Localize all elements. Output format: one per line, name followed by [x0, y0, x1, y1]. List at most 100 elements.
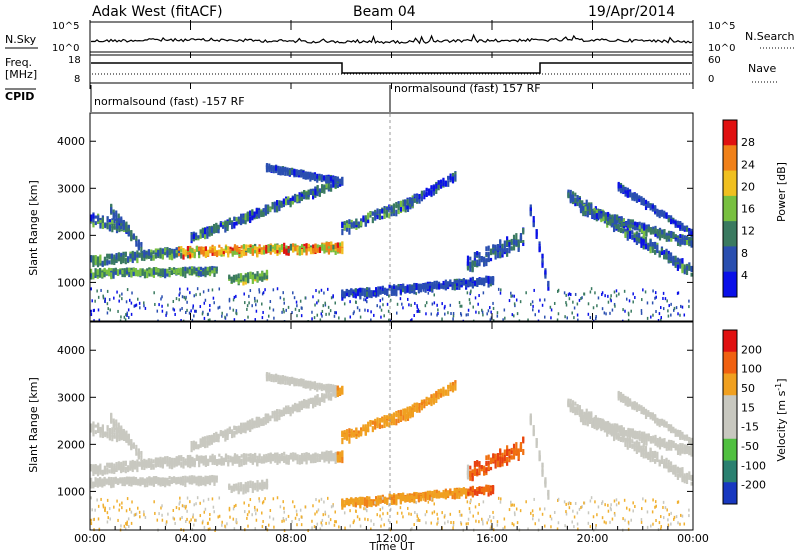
velocity-echo-cell [120, 468, 123, 474]
power-echo-cell [458, 283, 461, 290]
power-echo-cell [617, 182, 620, 189]
velocity-echo-cell [291, 405, 294, 410]
power-speckle [355, 300, 357, 304]
power-speckle [167, 303, 169, 307]
power-speckle [186, 300, 188, 304]
power-echo-cell [638, 195, 641, 199]
power-echo-cell [282, 198, 285, 204]
power-echo-cell [343, 294, 346, 299]
power-echo-cell [643, 223, 646, 231]
velocity-echo-cell [173, 478, 176, 483]
power-echo-cell [170, 270, 173, 276]
power-speckle [256, 299, 259, 303]
velocity-echo-cell [402, 411, 405, 416]
velocity-echo-cell [332, 456, 335, 462]
power-echo-cell [208, 266, 212, 273]
power-echo-cell [411, 285, 414, 291]
power-echo-cell [179, 270, 182, 277]
velocity-echo-cell [444, 389, 447, 396]
velocity-echo-cell [103, 465, 107, 472]
power-echo-cell [321, 184, 324, 188]
velocity-echo-cell [283, 451, 286, 456]
power-echo-cell [506, 250, 509, 257]
power-echo-cell [227, 250, 230, 258]
power-echo-cell [656, 245, 659, 253]
power-echo-cell [240, 213, 243, 218]
power-echo-cell [640, 241, 643, 248]
power-speckle [627, 318, 630, 322]
velocity-echo-cell [128, 480, 131, 487]
velocity-echo-cell [134, 479, 138, 486]
power-echo-cell [233, 216, 236, 221]
power-speckle [179, 308, 182, 312]
power-speckle [211, 288, 214, 292]
velocity-echo-cell [136, 463, 139, 469]
velocity-echo-cell [367, 421, 370, 426]
power-echo-cell [132, 267, 135, 272]
power-echo-cell [420, 192, 424, 197]
power-echo-cell [218, 249, 221, 256]
power-echo-cell [399, 200, 403, 208]
power-echo-cell [204, 233, 207, 240]
power-echo-cell [492, 249, 495, 254]
date-label: 19/Apr/2014 [588, 4, 675, 20]
power-echo-cell [416, 195, 419, 200]
power-echo-cell [471, 263, 474, 271]
power-echo-cell [265, 275, 269, 280]
power-echo-cell [120, 222, 123, 230]
velocity-echo-cell [368, 500, 371, 506]
velocity-echo-cell [432, 394, 435, 401]
power-echo-cell [122, 254, 125, 261]
power-echo-cell [242, 275, 245, 280]
velocity-echo-cell [137, 453, 140, 458]
power-echo-cell [199, 233, 202, 239]
power-speckle [203, 301, 206, 305]
power-echo-cell [415, 283, 418, 287]
power-echo-cell [418, 194, 421, 200]
power-echo-cell [425, 187, 428, 192]
velocity-echo-cell [249, 480, 252, 488]
nave-label: Nave [748, 62, 776, 75]
power-echo-cell [330, 244, 333, 251]
power-echo-cell [483, 277, 486, 285]
power-speckle [249, 289, 252, 293]
power-echo-cell [110, 204, 113, 209]
power-speckle [262, 310, 264, 314]
power-echo-cell [300, 249, 304, 256]
velocity-echo-cell [209, 455, 212, 459]
power-echo-cell [665, 252, 668, 257]
power-echo-cell [208, 231, 211, 237]
power-speckle [133, 304, 136, 308]
power-speckle [235, 311, 237, 315]
power-echo-cell [251, 249, 254, 256]
power-echo-cell [215, 251, 219, 258]
velocity-echo-cell [182, 458, 185, 464]
power-speckle [334, 301, 336, 305]
power-echo-cell [215, 266, 218, 271]
velocity-echo-cell [164, 456, 167, 462]
velocity-echo-cell [383, 417, 386, 424]
power-echo-cell [273, 203, 276, 207]
power-echo-cell [232, 278, 236, 283]
velocity-echo-cell [348, 499, 351, 506]
power-echo-cell [676, 264, 680, 271]
velocity-echo-cell [157, 480, 160, 486]
power-echo-cell [92, 259, 95, 264]
power-echo-cell [323, 244, 326, 251]
power-speckle [452, 314, 455, 318]
power-speckle [450, 312, 452, 316]
velocity-echo-cell [413, 492, 416, 497]
power-echo-cell [231, 222, 234, 230]
power-echo-cell [92, 217, 95, 223]
velocity-echo-cell [112, 421, 115, 429]
velocity-echo-cell [198, 456, 201, 461]
power-speckle [654, 296, 656, 300]
power-echo-cell [256, 246, 259, 253]
power-echo-cell [148, 270, 151, 277]
power-echo-cell [547, 280, 550, 287]
velocity-echo-cell [217, 435, 220, 439]
power-speckle [664, 297, 667, 301]
velocity-echo-cell [265, 453, 268, 461]
power-echo-cell [667, 235, 671, 239]
power-echo-cell [578, 199, 581, 203]
